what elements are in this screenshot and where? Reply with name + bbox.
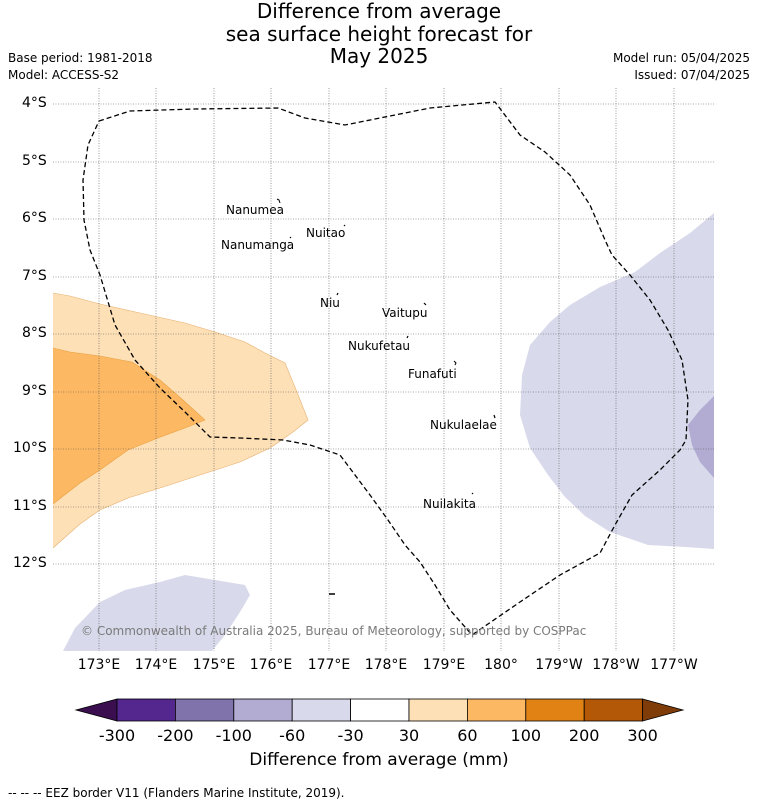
colorbar-tick-10: 300 [627,726,658,745]
colorbar-segment-7 [466,698,527,722]
island-label-nuitao: Nuitao [306,226,346,240]
lat-label-10s: 10°S [13,440,47,456]
eez-legend-note: -- -- -- EEZ border V11 (Flanders Marine… [8,786,345,800]
colorbar-under [74,698,118,722]
eez-border [82,101,689,636]
colorbar-tick-6: 30 [398,726,420,745]
colorbar-tick-9: 200 [568,726,600,745]
colorbar-tick-4: -60 [279,726,306,745]
lat-label-5s: 5°S [22,153,47,169]
lon-label-174e: 174°E [134,657,178,673]
island-mark-funafuti [453,360,457,366]
title-line-1: Difference from average [256,0,502,23]
map-title: Difference from average sea surface heig… [0,0,758,68]
lat-label-11s: 11°S [13,498,47,514]
contour-line-30 [52,292,309,549]
island-mark-niu [336,292,339,296]
lat-label-12s: 12°S [13,555,47,571]
issued-date: Issued: 07/04/2025 [634,68,750,82]
colorbar-tick-1: -300 [98,726,136,745]
colorbar-tick-2: -200 [157,726,194,745]
island-mark-nanumanga [289,236,292,239]
model-run: Model run: 05/04/2025 [612,51,750,65]
model-name: Model: ACCESS-S2 [8,68,120,82]
island-label-funafuti: Funafuti [408,367,457,381]
colorbar-tick-8: 100 [510,726,542,745]
lon-label-177w: 177°W [650,657,698,673]
contour-neg-60-east [688,396,714,478]
island-label-vaitupu: Vaitupu [382,306,428,320]
meta-right: Model run: 05/04/2025 Issued: 07/04/2025 [613,50,750,84]
lon-label-176e: 176°E [249,657,293,673]
gridlines [53,88,714,651]
lat-label-8s: 8°S [22,325,47,341]
island-label-nukufetau: Nukufetau [348,339,411,353]
lon-label-177e: 177°E [307,657,351,673]
title-line-2: sea surface height forecast for [225,21,533,46]
lat-label-9s: 9°S [22,383,47,399]
lon-label-180: 180° [484,657,518,673]
lat-label-4s: 4°S [22,95,47,111]
colorbar-segment-3 [233,698,293,722]
contour-neg-30-east [520,213,714,549]
colorbar-segment-2 [174,698,235,722]
colorbar-segment-1 [116,698,176,722]
lon-label-173e: 173°E [77,657,121,673]
colorbar-segment-6 [408,698,468,722]
colorbar-tick-5: -30 [337,726,364,745]
island-mark-nuilakita [471,492,474,495]
island-mark-vaitupu [423,302,427,306]
contour-pos-60-west [53,348,205,504]
island-label-nukulaelae: Nukulaelae [430,418,497,432]
colorbar-segment-9 [583,698,644,722]
base-period: Base period: 1981-2018 [8,51,153,65]
lon-label-178w: 178°W [592,657,640,673]
colorbar-over [642,698,685,722]
island-mark-nukulaelae [493,414,496,419]
colorbar-tick-7: 60 [457,726,478,745]
colorbar-segment-5 [350,698,410,722]
lon-label-178e: 178°E [364,657,408,673]
lon-label-175e: 175°E [192,657,236,673]
colorbar-segment-4 [291,698,352,722]
contour-neg-30-south [63,575,250,651]
island-label-niu: Niu [320,296,340,310]
island-label-nuilakita: Nuilakita [423,497,476,511]
lon-label-179e: 179°E [422,657,466,673]
copyright-notice: © Commonwealth of Australia 2025, Bureau… [81,624,587,638]
meta-left: Base period: 1981-2018 Model: ACCESS-S2 [8,50,153,84]
island-mark-nuitao [343,224,346,227]
colorbar-label: Difference from average (mm) [249,750,509,770]
island-mark-nanumea [276,198,281,204]
colorbar-tick-3: -100 [215,726,252,745]
island-marks [276,198,496,595]
island-mark-nukufetau [406,335,409,339]
colorbar-segment-8 [525,698,585,722]
lat-label-7s: 7°S [22,268,47,284]
lat-label-6s: 6°S [22,210,47,226]
contour-line-60 [52,347,206,505]
title-line-3: May 2025 [329,44,429,68]
island-label-nanumea: Nanumea [226,203,284,217]
island-label-nanumanga: Nanumanga [221,238,295,252]
lon-label-179w: 179°W [535,657,583,673]
colorbar [74,698,685,722]
